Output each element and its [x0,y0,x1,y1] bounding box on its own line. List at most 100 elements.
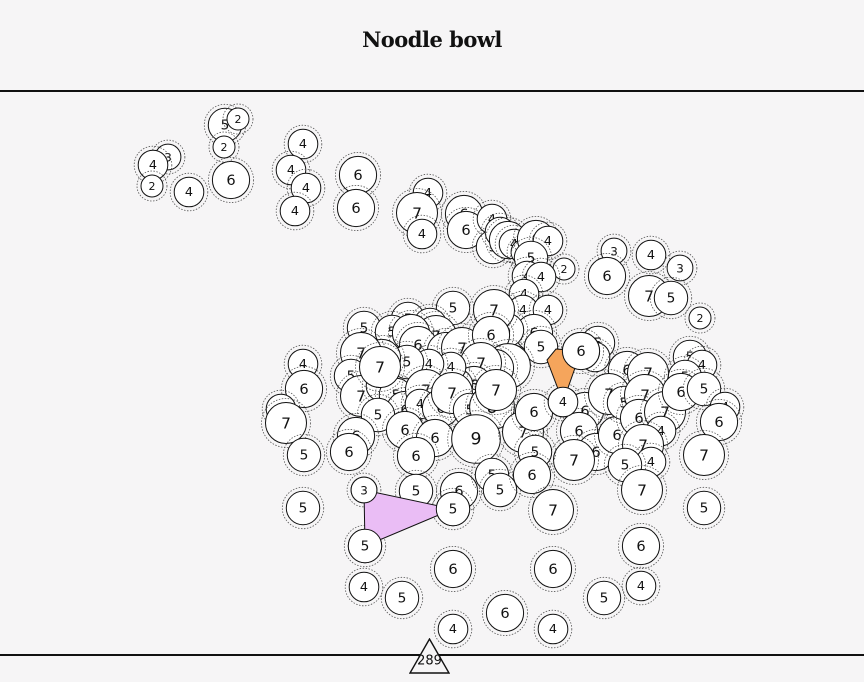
number-node[interactable]: 6 [280,365,327,412]
node-value: 7 [412,205,422,223]
node-value: 7 [548,502,558,520]
node-value: 6 [430,430,439,447]
node-value: 7 [604,386,614,404]
number-node[interactable]: 5 [649,276,693,320]
node-value: 4 [418,227,426,242]
number-node[interactable]: 4 [275,191,315,231]
node-value: 6 [461,222,470,239]
node-value: 4 [657,424,665,439]
number-node[interactable]: 6 [325,428,372,475]
number-node[interactable]: 2 [222,103,254,135]
number-node[interactable]: 7 [679,430,729,480]
node-value: 7 [699,447,709,465]
node-value: 5 [496,483,505,499]
node-value: 6 [351,200,360,217]
node-value: 3 [676,262,684,276]
node-value: 7 [356,345,366,363]
number-node[interactable]: 4 [631,235,671,275]
node-value: 4 [424,186,432,201]
number-node[interactable]: 3 [662,250,698,286]
node-value: 6 [486,327,495,344]
number-node[interactable]: 7 [528,485,578,535]
node-value: 6 [400,402,409,419]
number-node[interactable]: 5 [282,433,326,477]
number-node[interactable]: 4 [283,124,323,164]
number-node[interactable]: 5 [478,468,522,512]
node-value: 6 [634,410,643,427]
node-value: 7 [447,385,457,403]
node-value: 7 [281,415,291,433]
number-node[interactable]: 6 [561,331,601,371]
node-value: 7 [356,388,366,406]
node-value: 7 [491,382,501,400]
number-node[interactable]: 4 [286,168,326,208]
node-value: 6 [622,362,631,379]
number-node[interactable]: 6 [207,156,254,203]
node-value: 5 [621,458,630,474]
node-value: 6 [574,423,583,440]
number-node[interactable]: 6 [392,432,439,479]
node-value: 4 [447,360,455,375]
number-node[interactable]: 6 [332,184,379,231]
number-node[interactable]: 6 [530,546,577,593]
node-value: 4 [416,397,424,412]
number-node[interactable]: 6 [481,590,528,637]
node-value: 7 [660,404,670,422]
number-node[interactable]: 5 [519,325,563,369]
number-node[interactable]: 7 [355,342,405,392]
node-value: 6 [411,448,420,465]
number-node[interactable]: 2 [208,131,240,163]
node-value: 4 [537,270,545,285]
number-node[interactable]: 6 [429,546,476,593]
node-value: 6 [576,343,585,360]
node-value: 5 [361,539,370,555]
number-node[interactable]: 7 [261,398,311,448]
number-node[interactable]: 6 [508,451,555,498]
number-node[interactable]: 4 [547,386,579,418]
node-value: 4 [549,622,557,637]
node-value: 2 [235,113,242,126]
node-value: 7 [476,355,486,373]
node-layer: 3424652244446647466454643645244444655343… [133,103,745,649]
node-value: 7 [375,359,385,377]
number-node[interactable]: 7 [617,465,667,515]
node-value: 7 [644,288,654,306]
number-node[interactable]: 4 [402,214,442,254]
node-value: 7 [638,437,648,455]
node-value: 5 [700,382,709,398]
number-node[interactable]: 6 [618,523,665,570]
node-value: 6 [714,414,723,431]
number-node[interactable]: 5 [347,528,383,564]
number-node[interactable]: 6 [584,252,631,299]
node-value: 4 [425,357,433,372]
number-node[interactable]: 2 [684,302,716,334]
number-node[interactable]: 5 [582,576,626,620]
number-node[interactable]: 5 [682,486,726,530]
number-node[interactable]: 4 [621,566,661,606]
number-node[interactable]: 5 [281,486,325,530]
node-value: 6 [469,377,478,394]
node-value: 6 [413,337,422,354]
number-node[interactable]: 4 [533,609,573,649]
number-node[interactable]: 3 [350,476,378,504]
node-value: 5 [700,501,709,517]
number-node[interactable]: 4 [169,172,209,212]
node-value: 3 [164,151,172,165]
number-node[interactable]: 5 [380,576,424,620]
number-node[interactable]: 2 [136,170,168,202]
node-value: 7 [643,365,653,383]
number-node[interactable]: 7 [549,435,599,485]
number-node[interactable]: 7 [471,365,521,415]
number-node[interactable]: 5 [435,491,471,527]
node-value: 6 [299,381,308,398]
number-node[interactable]: 4 [344,567,384,607]
node-value: 5 [412,484,421,500]
header-divider [0,90,864,92]
node-value: 5 [600,591,609,607]
node-value: 5 [374,408,383,424]
number-node[interactable]: 4 [433,609,473,649]
number-node[interactable]: 5 [682,367,726,411]
node-value: 6 [591,444,600,461]
number-node[interactable]: 2 [548,253,580,285]
